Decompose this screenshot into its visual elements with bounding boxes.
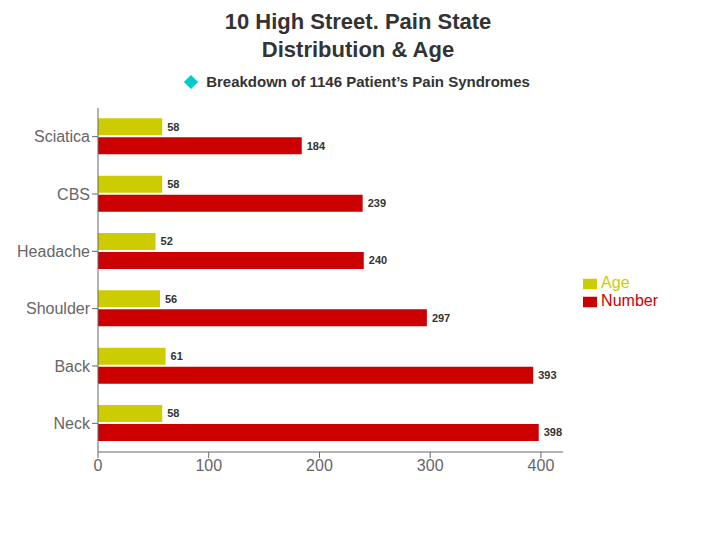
svg-text:56: 56 <box>165 293 177 305</box>
svg-text:200: 200 <box>306 457 333 474</box>
svg-text:Back: Back <box>54 358 91 375</box>
svg-text:400: 400 <box>528 457 555 474</box>
html-text:Number: Number <box>601 292 658 309</box>
svg-text:58: 58 <box>167 121 179 133</box>
html-text:Age: Age <box>601 274 630 291</box>
svg-text:393: 393 <box>538 369 556 381</box>
html-text:Breakdown of 1146 Patient’s Pa: Breakdown of 1146 Patient’s Pain Syndrom… <box>206 73 530 90</box>
svg-text:239: 239 <box>368 197 386 209</box>
svg-text:Headache: Headache <box>17 243 90 260</box>
svg-text:52: 52 <box>161 235 173 247</box>
svg-text:Shoulder: Shoulder <box>26 300 91 317</box>
svg-text:Neck: Neck <box>54 415 91 432</box>
svg-text:398: 398 <box>544 426 562 438</box>
svg-text:297: 297 <box>432 312 450 324</box>
svg-text:240: 240 <box>369 254 387 266</box>
svg-text:58: 58 <box>167 407 179 419</box>
svg-text:CBS: CBS <box>57 186 90 203</box>
svg-text:100: 100 <box>195 457 222 474</box>
svg-text:0: 0 <box>94 457 103 474</box>
html-text:Distribution & Age: Distribution & Age <box>261 37 455 62</box>
svg-text:61: 61 <box>171 350 183 362</box>
svg-text:58: 58 <box>167 178 179 190</box>
svg-text:300: 300 <box>417 457 444 474</box>
svg-text:184: 184 <box>307 140 326 152</box>
html-text:10 High Street. Pain State: 10 High Street. Pain State <box>224 9 492 34</box>
svg-text:Sciatica: Sciatica <box>34 128 90 145</box>
